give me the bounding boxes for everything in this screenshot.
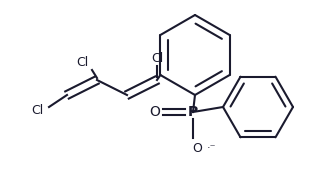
- Text: P: P: [188, 105, 198, 119]
- Text: Cl: Cl: [151, 51, 163, 64]
- Text: ·⁻: ·⁻: [207, 143, 216, 153]
- Text: Cl: Cl: [76, 56, 88, 68]
- Text: O: O: [192, 142, 202, 154]
- Text: O: O: [150, 105, 160, 119]
- Text: Cl: Cl: [31, 104, 43, 116]
